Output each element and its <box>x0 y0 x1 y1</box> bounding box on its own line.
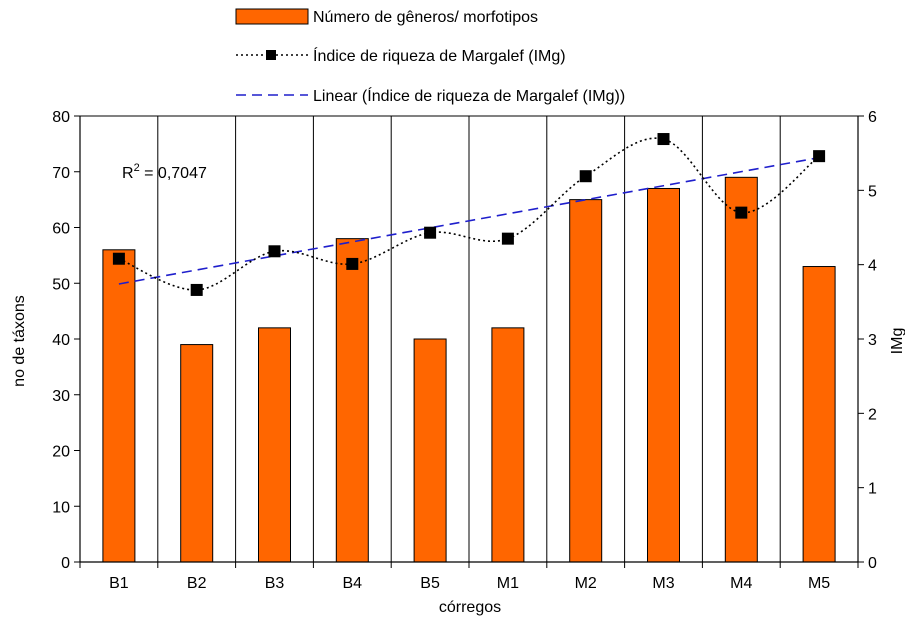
margalef-marker <box>501 232 514 245</box>
margalef-marker <box>813 150 826 163</box>
y2-axis-ticks: 0 1 2 3 4 5 6 <box>858 109 877 572</box>
margalef-marker <box>579 170 592 183</box>
margalef-marker <box>268 245 281 258</box>
y-tick-label: 70 <box>52 165 70 182</box>
bar <box>180 344 214 563</box>
legend-swatch-bars <box>235 8 309 25</box>
y2-tick-label: 6 <box>868 109 877 126</box>
bar <box>802 266 836 563</box>
x-tick-label: B3 <box>265 575 285 592</box>
bar <box>491 327 525 563</box>
margalef-marker <box>190 283 203 296</box>
bar <box>102 249 136 563</box>
y2-tick-label: 0 <box>868 555 877 572</box>
bar <box>258 327 291 563</box>
margalef-marker <box>735 206 748 219</box>
r-squared-annotation: R2 = 0,7047 <box>122 162 207 182</box>
legend-swatch-marker <box>266 50 276 60</box>
x-tick-label: M5 <box>808 575 830 592</box>
x-tick-label: M1 <box>497 575 519 592</box>
y-tick-label: 0 <box>61 555 70 572</box>
x-tick-label: M3 <box>652 575 674 592</box>
y-axis-ticks: 0 10 20 30 40 50 60 70 80 <box>52 109 80 572</box>
y2-axis-title: IMg <box>889 328 905 355</box>
x-tick-label: B1 <box>109 575 129 592</box>
x-tick-label: M4 <box>730 575 752 592</box>
y-tick-label: 50 <box>52 276 70 293</box>
category-gridlines <box>157 116 781 562</box>
y-tick-label: 30 <box>52 388 70 405</box>
x-axis-ticks: B1 B2 B3 B4 B5 M1 M2 M3 M4 M5 <box>79 562 859 592</box>
y-tick-label: 20 <box>52 444 70 461</box>
bar <box>647 187 680 563</box>
margalef-line <box>112 133 826 296</box>
y2-tick-label: 4 <box>868 258 877 275</box>
x-tick-label: B4 <box>343 575 363 592</box>
x-tick-label: M2 <box>575 575 597 592</box>
bar <box>335 238 369 563</box>
bar <box>413 338 447 563</box>
y-tick-label: 80 <box>52 109 70 126</box>
margalef-marker <box>112 252 125 265</box>
margalef-line-path <box>118 137 820 291</box>
trendline <box>118 156 820 285</box>
y2-tick-label: 3 <box>868 332 877 349</box>
x-axis-title: córregos <box>439 599 501 616</box>
y-axis-title: no de táxons <box>11 295 28 387</box>
trendline-path <box>118 156 820 285</box>
bar <box>724 176 758 563</box>
margalef-marker <box>657 133 670 146</box>
legend: Número de gêneros/ morfotipos Índice de … <box>235 8 625 105</box>
bars <box>102 176 836 563</box>
legend-label-bars: Número de gêneros/ morfotipos <box>313 9 538 26</box>
y-tick-label: 10 <box>52 499 70 516</box>
legend-label-margalef: Índice de riqueza de Margalef (IMg) <box>313 46 566 65</box>
y2-tick-label: 2 <box>868 406 877 423</box>
margalef-marker <box>346 257 359 270</box>
bar <box>569 199 603 563</box>
y2-tick-label: 1 <box>868 481 877 498</box>
y2-tick-label: 5 <box>868 183 877 200</box>
margalef-marker <box>424 226 437 239</box>
x-tick-label: B2 <box>187 575 207 592</box>
y-tick-label: 60 <box>52 221 70 238</box>
x-tick-label: B5 <box>420 575 440 592</box>
legend-label-trendline: Linear (Índice de riqueza de Margalef (I… <box>313 86 625 105</box>
y-tick-label: 40 <box>52 332 70 349</box>
